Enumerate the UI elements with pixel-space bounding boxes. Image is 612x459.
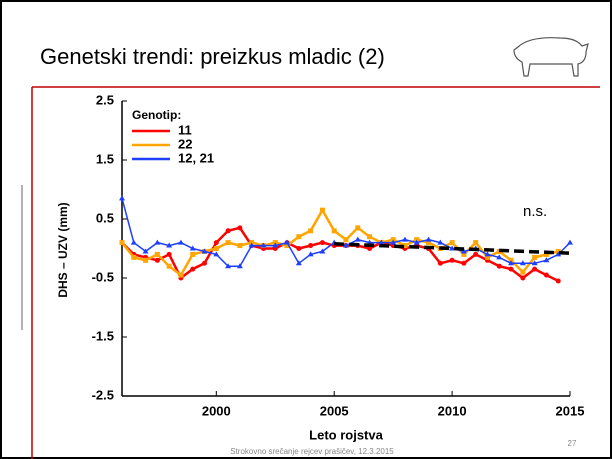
legend-title: Genotip:: [132, 108, 181, 122]
point: [450, 240, 455, 245]
point: [367, 234, 372, 239]
x-tick-label: 2010: [438, 403, 467, 418]
point: [190, 267, 195, 272]
point: [178, 273, 183, 278]
point: [320, 240, 325, 245]
point: [520, 270, 525, 275]
point: [320, 208, 325, 213]
y-tick-label: 2.5: [96, 92, 114, 107]
point: [544, 273, 549, 278]
point: [296, 234, 301, 239]
point: [438, 261, 443, 266]
annotation: n.s.: [523, 203, 547, 220]
page: Genetski trendi: preizkus mladic (2) Str…: [0, 0, 612, 459]
legend-label: 12, 21: [178, 150, 214, 165]
point: [190, 252, 195, 257]
point: [308, 228, 313, 233]
x-tick-label: 2015: [556, 403, 585, 418]
point: [296, 246, 301, 251]
slide: Genetski trendi: preizkus mladic (2) Str…: [0, 0, 612, 459]
point: [532, 267, 537, 272]
point: [473, 252, 478, 257]
point: [237, 225, 242, 230]
point: [509, 267, 514, 272]
y-tick-label: 1.5: [96, 151, 114, 166]
point: [226, 228, 231, 233]
y-tick-label: -2.5: [92, 387, 114, 402]
y-tick-label: -1.5: [92, 328, 114, 343]
point: [131, 255, 136, 260]
point: [355, 225, 360, 230]
point: [167, 252, 172, 257]
point: [237, 243, 242, 248]
point: [461, 261, 466, 266]
point: [214, 246, 219, 251]
point: [167, 264, 172, 269]
point: [532, 255, 537, 260]
legend-label: 22: [178, 136, 192, 151]
y-axis-label: DHS – UZV (mm): [56, 202, 70, 297]
point: [155, 252, 160, 257]
y-tick-label: -0.5: [92, 269, 114, 284]
point: [450, 258, 455, 263]
point: [308, 243, 313, 248]
x-axis-label: Leto rojstva: [309, 427, 383, 442]
y-tick-label: 0.5: [96, 210, 114, 225]
point: [202, 261, 207, 266]
footer: Strokovno srečanje rejcev prašičev, 12.3…: [230, 447, 394, 456]
point: [226, 240, 231, 245]
slide-title: Genetski trendi: preizkus mladic (2): [40, 44, 385, 69]
point: [143, 258, 148, 263]
point: [332, 228, 337, 233]
point: [120, 240, 125, 245]
point: [214, 240, 219, 245]
point: [155, 258, 160, 263]
point: [473, 240, 478, 245]
x-tick-label: 2005: [320, 403, 349, 418]
legend-label: 11: [178, 122, 192, 137]
page-number: 27: [568, 439, 577, 448]
point: [344, 237, 349, 242]
point: [556, 278, 561, 283]
point: [520, 276, 525, 281]
point: [497, 264, 502, 269]
x-tick-label: 2000: [202, 403, 231, 418]
